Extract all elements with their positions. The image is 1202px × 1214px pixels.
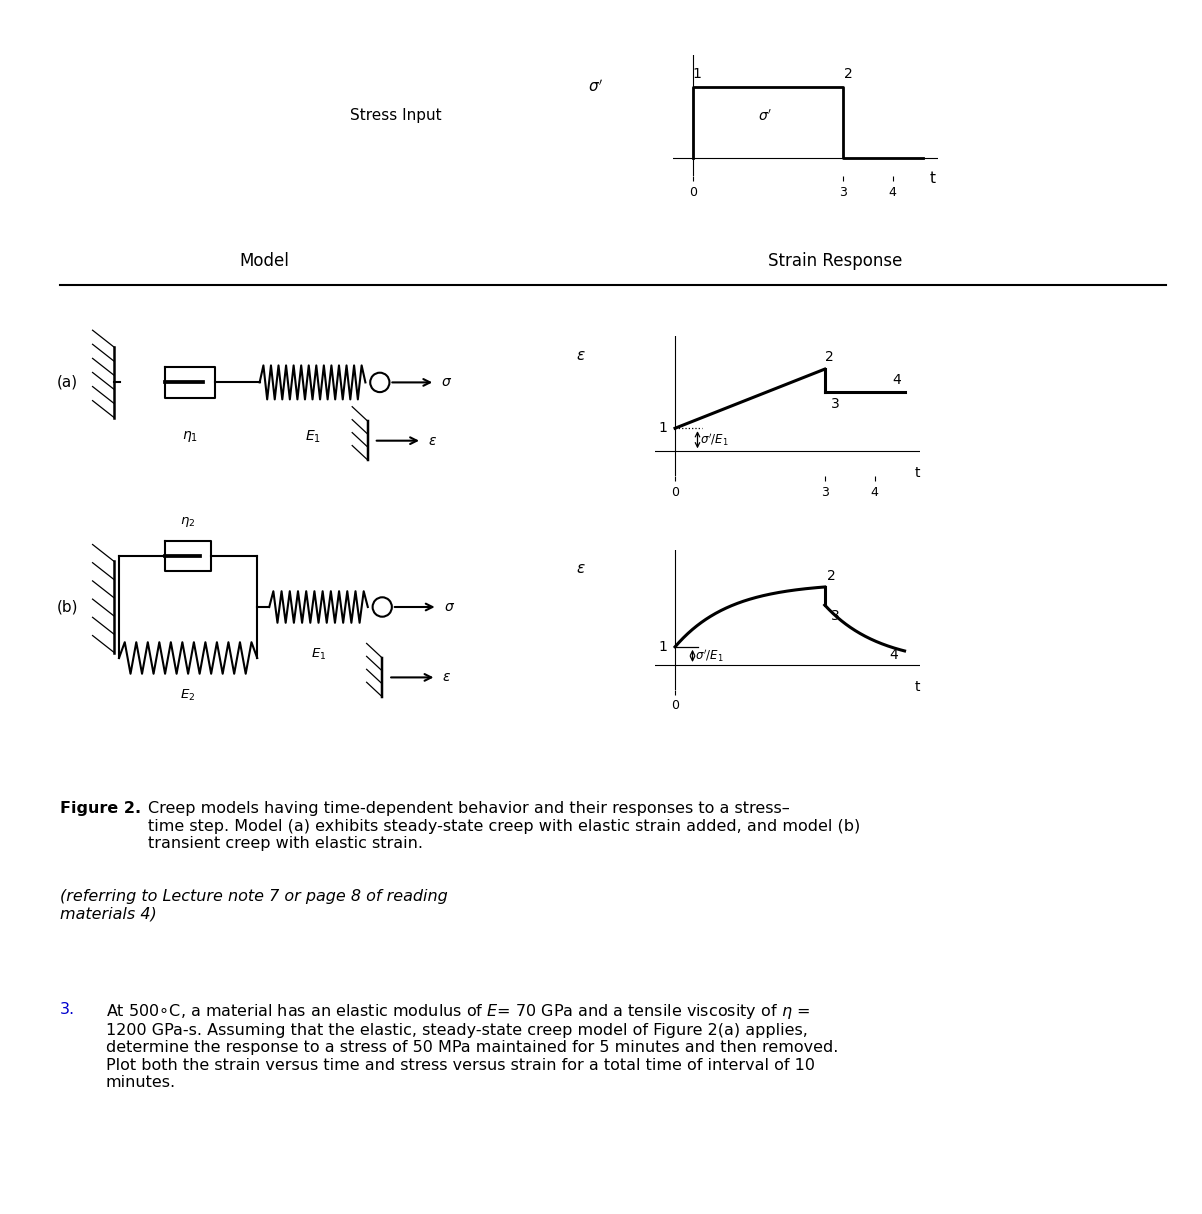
Text: 1: 1 xyxy=(692,67,702,81)
Text: Creep models having time-dependent behavior and their responses to a stress–
tim: Creep models having time-dependent behav… xyxy=(148,801,861,851)
Text: 4: 4 xyxy=(892,373,900,387)
Text: $\sigma$: $\sigma$ xyxy=(444,600,454,614)
Text: Strain Response: Strain Response xyxy=(768,251,903,270)
Text: 2: 2 xyxy=(827,569,835,583)
Text: 3: 3 xyxy=(831,397,839,412)
Text: $\varepsilon$: $\varepsilon$ xyxy=(428,433,438,448)
Text: $\sigma'/E_1$: $\sigma'/E_1$ xyxy=(695,647,724,664)
Text: Model: Model xyxy=(239,251,290,270)
Text: $\sigma'$: $\sigma'$ xyxy=(589,79,603,95)
Text: 3.: 3. xyxy=(60,1002,76,1016)
Text: 1: 1 xyxy=(659,640,667,654)
Text: $\varepsilon$: $\varepsilon$ xyxy=(576,347,585,363)
Text: 1: 1 xyxy=(659,421,667,436)
Text: $\varepsilon$: $\varepsilon$ xyxy=(576,561,585,577)
Text: $E_2$: $E_2$ xyxy=(180,688,196,703)
Text: t: t xyxy=(915,680,920,693)
Text: t: t xyxy=(930,171,936,186)
Text: $\sigma'$: $\sigma'$ xyxy=(758,109,773,124)
Text: 2: 2 xyxy=(825,350,833,364)
Text: $\varepsilon$: $\varepsilon$ xyxy=(442,670,452,685)
Text: $\sigma'/E_1$: $\sigma'/E_1$ xyxy=(700,431,728,448)
Text: t: t xyxy=(915,466,920,480)
Text: (‪referring to Lecture note 7 or page 8 of reading
materials 4‪): (‪referring to Lecture note 7 or page 8 … xyxy=(60,889,448,921)
Text: $\sigma$: $\sigma$ xyxy=(441,375,452,390)
Text: (a): (a) xyxy=(56,375,78,390)
Text: 4: 4 xyxy=(889,648,898,662)
Text: $E_1$: $E_1$ xyxy=(304,429,321,446)
Text: 3: 3 xyxy=(831,609,839,623)
Text: At 500$\circ$C, a material has an elastic modulus of $\it{E}$= 70 GPa and a tens: At 500$\circ$C, a material has an elasti… xyxy=(106,1002,838,1090)
Text: $E_1$: $E_1$ xyxy=(311,647,326,662)
Text: 2: 2 xyxy=(844,67,852,81)
Text: $\eta_2$: $\eta_2$ xyxy=(180,515,196,529)
Text: Figure 2.: Figure 2. xyxy=(60,801,141,816)
Text: (b): (b) xyxy=(56,600,78,614)
Text: $\eta_1$: $\eta_1$ xyxy=(182,429,198,443)
Text: Stress Input: Stress Input xyxy=(350,108,441,123)
